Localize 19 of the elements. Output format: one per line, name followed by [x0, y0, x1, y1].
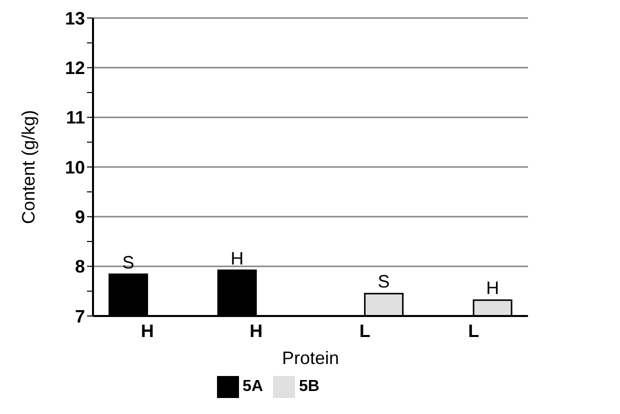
legend-label: 5A — [242, 378, 263, 396]
data-label: S — [122, 252, 134, 272]
x-tick-label: L — [468, 320, 480, 341]
y-tick-label: 12 — [64, 58, 85, 78]
data-label: H — [230, 248, 244, 268]
y-tick-label: 11 — [66, 108, 85, 128]
y-tick-label: 13 — [64, 8, 85, 28]
data-label: S — [378, 272, 390, 292]
x-tick-label: H — [250, 320, 263, 341]
x-tick-label: L — [359, 320, 370, 341]
x-tick-label: H — [140, 320, 154, 341]
y-tick-label: 8 — [74, 256, 85, 277]
y-tick-label: 9 — [74, 207, 85, 228]
y-tick-label: 7 — [74, 306, 85, 326]
data-label: H — [486, 278, 500, 298]
x-axis-title: Protein — [282, 348, 340, 368]
legend-label: 5B — [299, 378, 320, 396]
y-axis-title: Content (g/kg) — [18, 110, 38, 224]
y-tick-label: 10 — [64, 157, 85, 178]
